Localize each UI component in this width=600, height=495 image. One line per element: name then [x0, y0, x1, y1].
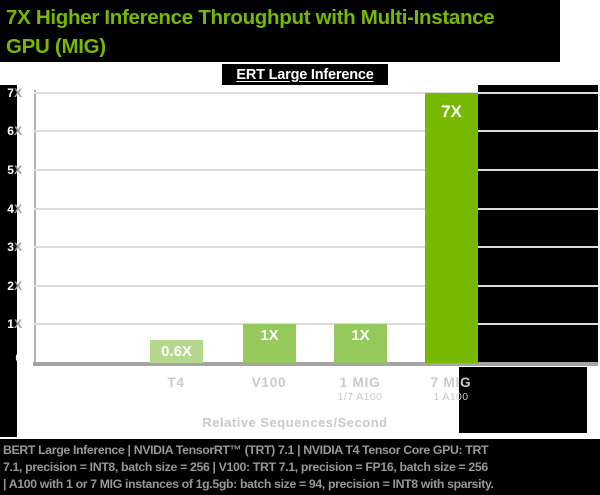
page-title: 7X Higher Inference Throughput with Mult…	[6, 6, 495, 58]
x-axis-category-label: 1 MIG 1/7 A100	[310, 375, 410, 403]
y-axis-line	[34, 90, 36, 363]
x-axis-category-label: 7 MIG 1 A100	[401, 375, 501, 403]
bar-1-mig: 1X	[334, 324, 387, 363]
category-name: V100	[251, 375, 287, 390]
caption-block: BERT Large Inference | NVIDIA TensorRT™ …	[0, 439, 600, 495]
x-axis-baseline	[33, 362, 598, 366]
gridline	[34, 130, 598, 132]
bar-7-mig: 7X	[425, 93, 478, 363]
category-name: T4	[167, 375, 185, 390]
y-axis-tick-label: 0	[15, 351, 22, 365]
bar-value-label: 7X	[441, 102, 462, 121]
y-axis-tick-label: 7X	[7, 86, 22, 100]
x-axis-category-label: T4	[126, 375, 226, 390]
gridline	[34, 208, 598, 210]
y-axis-tick-label: 1X	[7, 317, 22, 331]
bar-value-label: 1X	[351, 327, 370, 344]
bar-value-label: 0.6X	[161, 343, 192, 360]
lower-right-black-panel	[459, 367, 587, 433]
y-axis-black-strip	[0, 85, 17, 437]
gridline	[34, 246, 598, 248]
category-name: 7 MIG	[430, 375, 472, 390]
bar-t4: 0.6X	[150, 340, 203, 363]
category-name: 1 MIG	[339, 375, 381, 390]
gridline	[34, 169, 598, 171]
gridline	[34, 92, 598, 94]
bar-v100: 1X	[243, 324, 296, 363]
chart-subtitle-box: ERT Large Inference	[222, 64, 388, 85]
y-axis-tick-label: 3X	[7, 240, 22, 254]
bar-value-label: 1X	[260, 327, 279, 344]
y-axis-tick-label: 6X	[7, 124, 22, 138]
y-axis-tick-label: 2X	[7, 279, 22, 293]
title-black-panel	[0, 0, 560, 62]
chart-subtitle: ERT Large Inference	[236, 66, 374, 83]
category-sublabel: 1/7 A100	[337, 391, 383, 403]
gridline	[34, 285, 598, 287]
x-axis-category-label: V100	[219, 375, 319, 390]
chart-caption: BERT Large Inference | NVIDIA TensorRT™ …	[3, 443, 494, 491]
gridline	[34, 323, 598, 325]
x-axis-title: Relative Sequences/Second	[202, 415, 388, 430]
category-sublabel: 1 A100	[433, 391, 469, 403]
y-axis-tick-label: 4X	[7, 202, 22, 216]
y-axis-tick-label: 5X	[7, 163, 22, 177]
